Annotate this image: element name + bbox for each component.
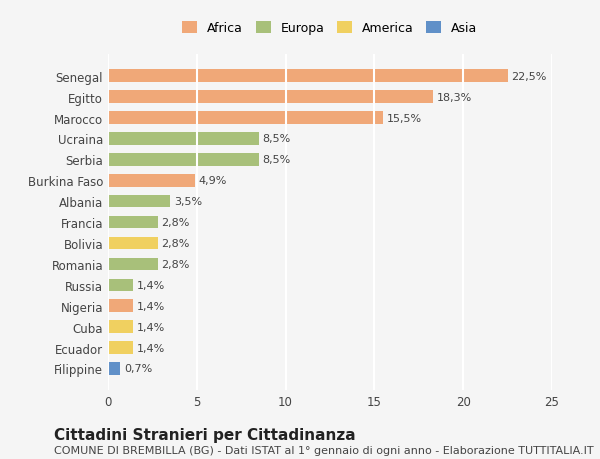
Text: 1,4%: 1,4% bbox=[136, 301, 164, 311]
Bar bbox=[108, 363, 121, 375]
Text: 18,3%: 18,3% bbox=[437, 92, 472, 102]
Bar bbox=[108, 112, 383, 124]
Text: 1,4%: 1,4% bbox=[136, 343, 164, 353]
Bar bbox=[108, 258, 158, 271]
Bar bbox=[108, 133, 259, 146]
Bar bbox=[108, 300, 133, 312]
Text: 3,5%: 3,5% bbox=[174, 197, 202, 207]
Bar bbox=[108, 70, 508, 83]
Text: COMUNE DI BREMBILLA (BG) - Dati ISTAT al 1° gennaio di ogni anno - Elaborazione : COMUNE DI BREMBILLA (BG) - Dati ISTAT al… bbox=[54, 445, 593, 455]
Text: 8,5%: 8,5% bbox=[263, 155, 291, 165]
Bar bbox=[108, 91, 433, 104]
Text: 2,8%: 2,8% bbox=[161, 259, 190, 269]
Bar bbox=[108, 174, 195, 187]
Bar bbox=[108, 154, 259, 166]
Text: 8,5%: 8,5% bbox=[263, 134, 291, 144]
Bar bbox=[108, 279, 133, 291]
Text: 4,9%: 4,9% bbox=[199, 176, 227, 186]
Text: 15,5%: 15,5% bbox=[387, 113, 422, 123]
Bar bbox=[108, 237, 158, 250]
Bar bbox=[108, 321, 133, 333]
Text: 0,7%: 0,7% bbox=[124, 364, 152, 374]
Bar bbox=[108, 196, 170, 208]
Text: 22,5%: 22,5% bbox=[511, 72, 547, 82]
Legend: Africa, Europa, America, Asia: Africa, Europa, America, Asia bbox=[179, 18, 481, 39]
Text: 1,4%: 1,4% bbox=[136, 280, 164, 290]
Bar bbox=[108, 341, 133, 354]
Text: Cittadini Stranieri per Cittadinanza: Cittadini Stranieri per Cittadinanza bbox=[54, 427, 356, 442]
Text: 2,8%: 2,8% bbox=[161, 218, 190, 228]
Text: 1,4%: 1,4% bbox=[136, 322, 164, 332]
Bar bbox=[108, 216, 158, 229]
Text: 2,8%: 2,8% bbox=[161, 239, 190, 248]
